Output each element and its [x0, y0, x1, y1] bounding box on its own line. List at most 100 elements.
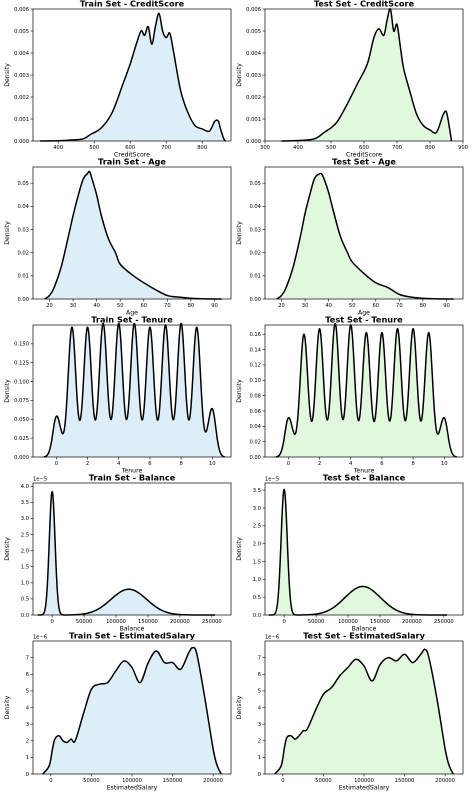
- y-tick-label: 5: [258, 689, 261, 695]
- y-tick-label: 1.0: [21, 581, 29, 587]
- y-tick-label: 0.00: [249, 455, 261, 461]
- x-axis-label: Age: [126, 310, 138, 317]
- y-tick-label: 0.001: [14, 117, 29, 123]
- x-tick-label: 150000: [370, 619, 390, 625]
- density-curve: [42, 646, 222, 775]
- y-tick-label: 0.004: [14, 51, 30, 57]
- y-tick-label: 1.5: [21, 565, 29, 571]
- y-tick-label: 0: [26, 772, 29, 778]
- panel-title: Test Set - CreditScore: [314, 0, 415, 9]
- y-tick-label: 2.0: [253, 541, 261, 547]
- y-tick-label: 0.05: [17, 181, 29, 187]
- y-tick-label: 0.003: [14, 73, 29, 79]
- x-tick-label: 300: [260, 145, 270, 151]
- x-tick-label: 8: [411, 461, 414, 467]
- y-tick-label: 0.5: [21, 597, 29, 603]
- y-tick-label: 0.002: [14, 95, 29, 101]
- y-tick-label: 0.04: [17, 204, 29, 210]
- chart-panel: Test Set - CreditScore 300 400 500 600 700 800…: [236, 0, 468, 159]
- y-axis-label: Density: [236, 63, 243, 87]
- y-tick-label: 0.150: [14, 342, 29, 348]
- x-tick-label: 70: [164, 303, 171, 309]
- chart-panel: Train Set - Balance 0 50000 100000 150000 200…: [4, 473, 232, 633]
- x-tick-label: 8: [179, 461, 182, 467]
- x-axis-label: Balance: [120, 626, 145, 633]
- x-tick-label: 4: [117, 461, 121, 467]
- x-tick-label: 150000: [395, 778, 415, 784]
- y-tick-label: 0.02: [249, 250, 261, 256]
- y-tick-label: 0.0: [253, 613, 261, 619]
- axis-offset-label: 1e−5: [33, 477, 47, 483]
- y-tick-label: 2: [26, 739, 29, 745]
- y-tick-label: 0.006: [246, 7, 261, 13]
- x-tick-label: 30: [302, 303, 309, 309]
- y-axis-label: Density: [236, 537, 243, 561]
- x-tick-label: 50000: [315, 778, 332, 784]
- x-tick-label: 100000: [122, 778, 142, 784]
- x-tick-label: 600: [359, 145, 369, 151]
- x-tick-label: 20: [46, 303, 53, 309]
- x-tick-label: 700: [392, 145, 402, 151]
- y-tick-label: 0.025: [14, 436, 29, 442]
- y-tick-label: 0.12: [249, 363, 261, 369]
- x-tick-label: 0: [55, 461, 58, 467]
- y-tick-label: 0.03: [17, 227, 29, 233]
- chart-panel: Train Set - CreditScore 400 500 600 700 800 0.…: [4, 0, 232, 159]
- x-tick-label: 400: [53, 145, 63, 151]
- panel-title: Test Set - Balance: [323, 473, 406, 483]
- x-tick-label: 0: [283, 619, 286, 625]
- y-axis-label: Density: [4, 63, 11, 87]
- x-tick-label: 200000: [435, 778, 455, 784]
- y-tick-label: 0.075: [14, 398, 29, 404]
- density-curve: [274, 648, 454, 775]
- x-axis-label: EstimatedSalary: [107, 785, 158, 792]
- chart-panel: Test Set - Balance 0 50000 100000 150000 2000…: [236, 473, 464, 633]
- x-tick-label: 150000: [163, 778, 183, 784]
- x-tick-label: 100000: [338, 619, 358, 625]
- y-tick-label: 4: [258, 705, 262, 711]
- y-tick-label: 0.002: [246, 95, 261, 101]
- y-tick-label: 0.006: [14, 7, 29, 13]
- x-tick-label: 50000: [308, 619, 325, 625]
- density-fill: [43, 323, 225, 457]
- x-tick-label: 250000: [202, 619, 222, 625]
- y-tick-label: 0.5: [253, 595, 261, 601]
- plot-frame: [264, 324, 464, 458]
- y-tick-label: 2.5: [253, 524, 261, 530]
- panel-title: Test Set - Tenure: [325, 315, 403, 325]
- y-tick-label: 2.5: [21, 532, 29, 538]
- x-tick-label: 60: [372, 303, 379, 309]
- x-axis-label: Tenure: [121, 468, 143, 475]
- y-tick-label: 3.5: [21, 500, 29, 506]
- y-tick-label: 0.04: [249, 424, 261, 430]
- x-tick-label: 600: [125, 145, 135, 151]
- x-tick-label: 900: [458, 145, 468, 151]
- density-fill: [276, 173, 454, 300]
- x-tick-label: 0: [51, 619, 54, 625]
- chart-panel: Train Set - Tenure 0 2 4 6 8 10 0.000 0.025 0.050…: [4, 315, 232, 475]
- density-curve: [275, 322, 458, 458]
- y-tick-label: 0.10: [249, 378, 261, 384]
- x-tick-label: 800: [197, 145, 207, 151]
- y-tick-label: 0: [258, 772, 261, 778]
- x-tick-label: 200000: [402, 619, 422, 625]
- y-tick-label: 1.0: [253, 577, 261, 583]
- panel-title: Test Set - EstimatedSalary: [303, 631, 426, 641]
- plot-frame: [264, 482, 464, 616]
- y-tick-label: 5: [26, 689, 29, 695]
- density-curve: [44, 170, 222, 300]
- y-tick-label: 1.5: [253, 559, 261, 565]
- x-tick-label: 500: [326, 145, 336, 151]
- x-tick-label: 50: [349, 303, 356, 309]
- y-tick-label: 0.125: [14, 361, 29, 367]
- y-tick-label: 0.050: [14, 417, 29, 423]
- y-tick-label: 0.08: [249, 393, 261, 399]
- y-tick-label: 1: [26, 755, 29, 761]
- x-tick-label: 6: [148, 461, 151, 467]
- y-tick-label: 0.003: [246, 73, 261, 79]
- y-tick-label: 3.0: [21, 516, 29, 522]
- y-axis-label: Density: [4, 695, 11, 719]
- y-tick-label: 0.0: [21, 613, 29, 619]
